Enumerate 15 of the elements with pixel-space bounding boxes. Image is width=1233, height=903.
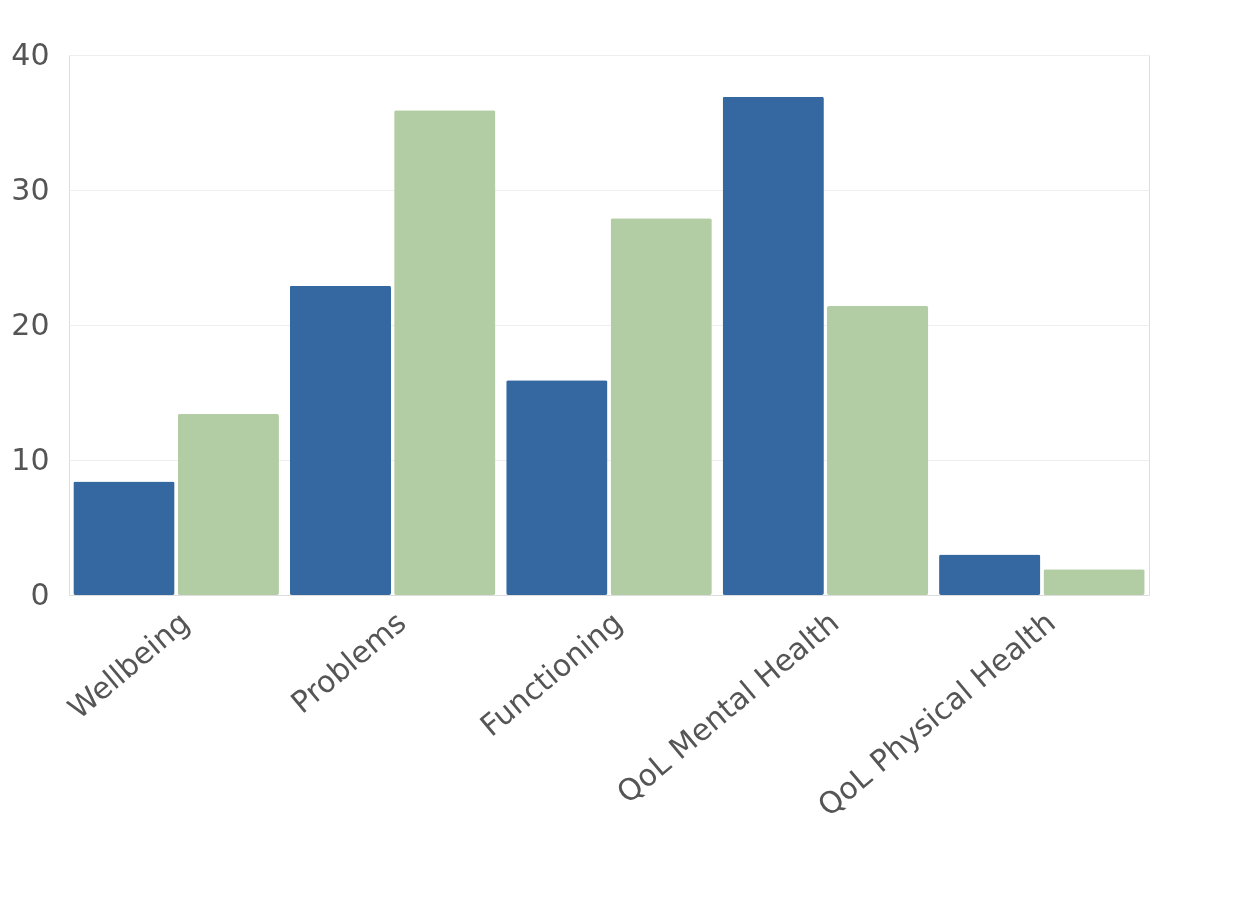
bar [1043, 569, 1145, 595]
bar [722, 96, 824, 595]
y-tick-label: 10 [11, 441, 50, 477]
y-tick-label: 40 [11, 36, 50, 72]
y-tick-label: 30 [11, 171, 50, 207]
y-tick-label: 0 [30, 576, 50, 612]
bar [289, 285, 391, 595]
bar [827, 306, 929, 595]
bar [177, 414, 279, 595]
bar [506, 380, 608, 595]
bar [73, 481, 175, 595]
bar [610, 218, 712, 595]
bar [394, 110, 496, 595]
y-tick-label: 20 [11, 306, 50, 342]
bar [939, 554, 1041, 595]
